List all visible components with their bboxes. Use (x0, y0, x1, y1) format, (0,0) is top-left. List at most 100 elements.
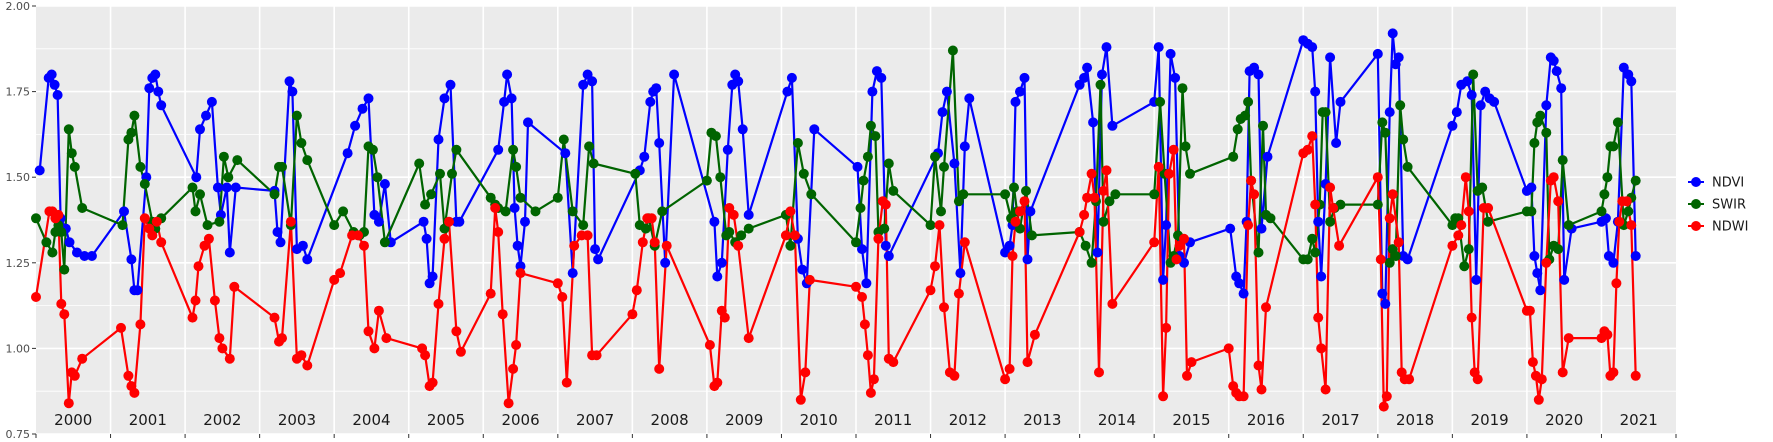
legend: NDVI SWIR NDWI (1688, 176, 1748, 235)
y-tick-label: 1.75 (6, 86, 31, 99)
data-point-ndwi (1171, 254, 1182, 265)
data-point-ndwi (1079, 209, 1090, 220)
data-point-ndwi (353, 230, 363, 241)
data-point-ndvi (955, 268, 966, 279)
data-point-ndwi (1563, 333, 1574, 344)
year-label: 2004 (352, 411, 390, 429)
year-label: 2017 (1321, 411, 1359, 429)
data-point-swir (1098, 216, 1109, 227)
data-point-ndwi (1223, 343, 1234, 354)
data-point-ndvi (1325, 52, 1336, 63)
data-point-swir (736, 230, 747, 241)
data-point-ndwi (1557, 367, 1568, 378)
data-point-swir (66, 148, 77, 159)
data-point-swir (715, 172, 726, 183)
data-point-ndvi (79, 251, 90, 261)
data-point-swir (126, 127, 137, 138)
data-point-swir (858, 175, 869, 186)
x-axis-ticks (35, 434, 1677, 438)
data-point-ndwi (646, 213, 657, 224)
data-point-swir (1177, 83, 1188, 94)
data-point-ndvi (1377, 288, 1388, 299)
data-point-ndvi (1393, 52, 1404, 63)
data-point-ndwi (497, 309, 508, 320)
data-point-ndwi (591, 350, 602, 361)
data-point-ndwi (959, 237, 970, 248)
data-point-ndvi (1626, 76, 1637, 87)
data-point-ndwi (1010, 216, 1021, 227)
data-point-ndwi (59, 309, 70, 320)
data-point-ndwi (420, 350, 431, 361)
data-point-swir (515, 192, 526, 203)
data-point-ndwi (862, 350, 873, 361)
data-point-swir (567, 206, 578, 217)
data-point-ndvi (49, 79, 60, 90)
data-point-swir (511, 161, 522, 172)
data-point-swir (1459, 261, 1470, 272)
data-point-ndwi (329, 274, 340, 285)
data-point-swir (414, 158, 425, 169)
data-point-ndwi (925, 285, 936, 296)
data-point-swir (277, 161, 287, 172)
data-point-ndvi (1387, 28, 1398, 39)
data-point-ndvi (1010, 96, 1021, 107)
data-point-ndwi (1524, 305, 1535, 316)
data-point-ndwi (193, 261, 204, 272)
data-point-ndwi (1022, 357, 1033, 368)
data-point-ndvi (515, 261, 526, 272)
data-point-ndvi (224, 247, 235, 258)
year-label: 2003 (278, 411, 316, 429)
data-point-ndwi (1378, 401, 1389, 412)
data-point-ndwi (1614, 216, 1625, 227)
data-point-ndwi (728, 209, 739, 220)
data-point-ndwi (1082, 192, 1093, 203)
data-point-ndvi (195, 124, 205, 135)
data-point-ndwi (1089, 192, 1100, 203)
data-point-ndvi (520, 216, 530, 227)
y-axis: 0.75 1.00 1.25 1.50 1.75 2.00 (6, 0, 36, 441)
data-point-ndvi (287, 86, 298, 97)
data-point-swir (187, 182, 198, 193)
data-point-swir (1596, 206, 1607, 217)
data-point-ndwi (1310, 199, 1321, 210)
data-point-ndwi (637, 237, 648, 248)
data-point-ndvi (206, 96, 217, 107)
data-point-swir (1623, 206, 1634, 217)
data-point-swir (296, 138, 307, 148)
data-point-ndwi (63, 398, 74, 409)
data-point-ndwi (269, 312, 280, 323)
data-point-ndwi (369, 343, 380, 354)
data-point-ndvi (34, 165, 45, 176)
data-point-swir (1526, 206, 1537, 217)
data-point-swir (1377, 117, 1388, 128)
data-point-ndwi (56, 298, 67, 309)
data-point-ndwi (1253, 360, 1264, 371)
data-point-ndwi (704, 340, 715, 350)
data-point-swir (640, 223, 651, 234)
data-point-ndwi (859, 319, 870, 330)
data-point-swir (1155, 96, 1166, 107)
data-point-ndwi (1463, 206, 1474, 217)
data-point-ndvi (1541, 100, 1552, 111)
data-point-swir (1483, 216, 1494, 227)
data-point-ndvi (645, 96, 656, 107)
data-point-swir (743, 223, 754, 234)
data-point-ndvi (578, 79, 589, 90)
data-point-ndwi (135, 319, 146, 330)
data-point-ndvi (567, 268, 578, 279)
data-point-ndvi (357, 103, 368, 114)
data-point-ndvi (1447, 120, 1458, 131)
data-point-ndwi (1621, 196, 1632, 207)
data-point-swir (59, 264, 70, 275)
data-point-ndvi (64, 237, 75, 248)
data-point-ndvi (439, 93, 450, 104)
data-point-ndvi (1462, 76, 1473, 87)
data-point-ndwi (1182, 370, 1192, 381)
data-point-ndwi (1630, 370, 1641, 381)
data-point-ndvi (660, 257, 671, 268)
data-point-ndwi (1381, 391, 1392, 402)
data-point-swir (1110, 189, 1121, 200)
data-point-swir (117, 220, 128, 231)
data-point-ndwi (1447, 240, 1458, 251)
data-point-swir (1104, 196, 1115, 207)
